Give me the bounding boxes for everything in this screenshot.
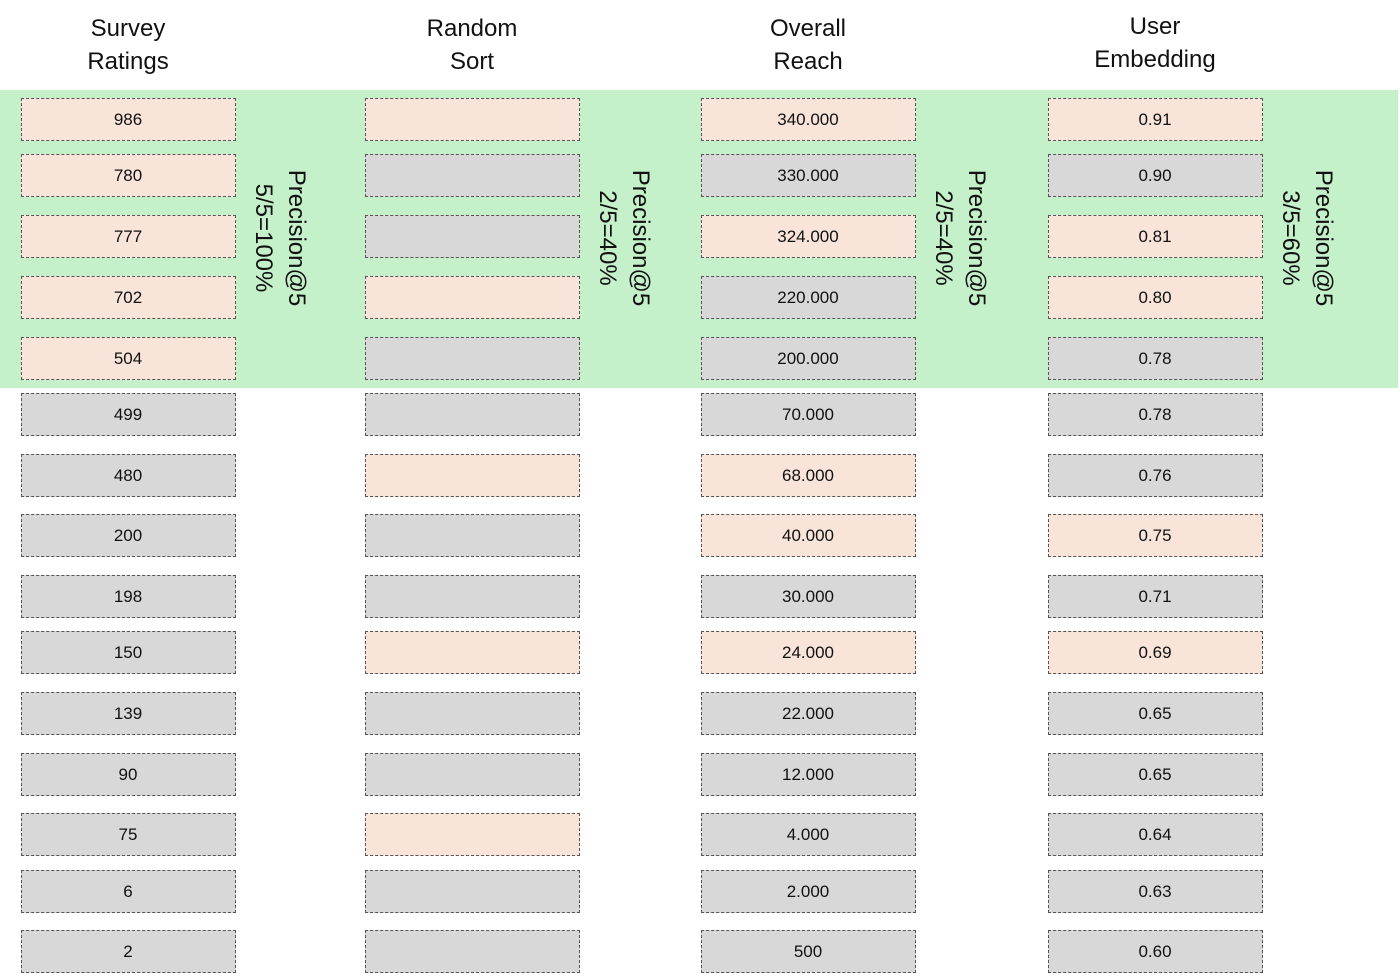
random-sort-rank-cell bbox=[364, 813, 580, 856]
overall-reach-title-line-1: Overall bbox=[769, 15, 847, 42]
random-sort-rank-cell bbox=[364, 631, 580, 674]
survey-ratings-rank-cell: 6 bbox=[20, 870, 236, 913]
user-embedding-rank-cell: 0.65 bbox=[1047, 692, 1263, 735]
user-embedding-rank-cell: 0.90 bbox=[1047, 154, 1263, 197]
survey-ratings-rank-cell: 780 bbox=[20, 154, 236, 197]
user-embedding-rank-cell: 0.64 bbox=[1047, 813, 1263, 856]
overall-reach-rank-cell: 340.000 bbox=[700, 98, 916, 141]
random-sort-column-title: Random Sort bbox=[312, 12, 632, 78]
survey-ratings-rank-cell: 499 bbox=[20, 393, 236, 436]
user-embedding-rank-cell: 0.78 bbox=[1047, 393, 1263, 436]
user-embedding-title-line-2: Embedding bbox=[1094, 46, 1216, 73]
random-sort-precision-label: Precision@5 2/5=40% bbox=[588, 118, 660, 358]
overall-reach-rank-cell: 30.000 bbox=[700, 575, 916, 618]
survey-ratings-column-title: Survey Ratings bbox=[0, 12, 288, 78]
overall-reach-rank-cell: 12.000 bbox=[700, 753, 916, 796]
user-embedding-column-title: User Embedding bbox=[995, 10, 1315, 76]
user-embedding-precision-value: 3/5=60% bbox=[1277, 190, 1304, 286]
random-sort-rank-cell bbox=[364, 393, 580, 436]
overall-reach-column-title: Overall Reach bbox=[648, 12, 968, 78]
survey-ratings-rank-cell: 2 bbox=[20, 930, 236, 973]
overall-reach-rank-cell: 200.000 bbox=[700, 337, 916, 380]
survey-ratings-precision-value: 5/5=100% bbox=[250, 183, 277, 293]
overall-reach-rank-cell: 40.000 bbox=[700, 514, 916, 557]
overall-reach-precision-label: Precision@5 2/5=40% bbox=[924, 118, 996, 358]
survey-ratings-rank-cell: 702 bbox=[20, 276, 236, 319]
user-embedding-rank-cell: 0.60 bbox=[1047, 930, 1263, 973]
survey-ratings-rank-cell: 90 bbox=[20, 753, 236, 796]
survey-ratings-rank-cell: 200 bbox=[20, 514, 236, 557]
user-embedding-rank-cell: 0.69 bbox=[1047, 631, 1263, 674]
survey-ratings-rank-cell: 986 bbox=[20, 98, 236, 141]
random-sort-rank-cell bbox=[364, 514, 580, 557]
user-embedding-rank-cell: 0.78 bbox=[1047, 337, 1263, 380]
random-sort-title-line-2: Sort bbox=[449, 48, 494, 75]
random-sort-rank-cell bbox=[364, 692, 580, 735]
survey-ratings-rank-cell: 198 bbox=[20, 575, 236, 618]
overall-reach-rank-cell: 330.000 bbox=[700, 154, 916, 197]
survey-ratings-precision-label: Precision@5 5/5=100% bbox=[244, 118, 316, 358]
random-sort-precision-value: 2/5=40% bbox=[594, 190, 621, 286]
user-embedding-rank-cell: 0.65 bbox=[1047, 753, 1263, 796]
survey-ratings-rank-cell: 139 bbox=[20, 692, 236, 735]
overall-reach-title-line-2: Reach bbox=[773, 48, 843, 75]
random-sort-rank-cell bbox=[364, 337, 580, 380]
random-sort-title-line-1: Random bbox=[426, 15, 518, 42]
random-sort-rank-cell bbox=[364, 154, 580, 197]
overall-reach-rank-cell: 4.000 bbox=[700, 813, 916, 856]
overall-reach-rank-cell: 24.000 bbox=[700, 631, 916, 674]
user-embedding-rank-cell: 0.76 bbox=[1047, 454, 1263, 497]
overall-reach-rank-cell: 500 bbox=[700, 930, 916, 973]
user-embedding-precision-metric: Precision@5 bbox=[1310, 169, 1337, 307]
random-sort-rank-cell bbox=[364, 930, 580, 973]
survey-ratings-rank-cell: 480 bbox=[20, 454, 236, 497]
user-embedding-title-line-1: User bbox=[1129, 13, 1181, 40]
overall-reach-rank-cell: 220.000 bbox=[700, 276, 916, 319]
random-sort-rank-cell bbox=[364, 753, 580, 796]
overall-reach-rank-cell: 70.000 bbox=[700, 393, 916, 436]
user-embedding-rank-cell: 0.91 bbox=[1047, 98, 1263, 141]
survey-ratings-title-line-1: Survey bbox=[90, 15, 166, 42]
random-sort-rank-cell bbox=[364, 276, 580, 319]
overall-reach-precision-value: 2/5=40% bbox=[930, 190, 957, 286]
user-embedding-rank-cell: 0.75 bbox=[1047, 514, 1263, 557]
survey-ratings-rank-cell: 504 bbox=[20, 337, 236, 380]
overall-reach-precision-metric: Precision@5 bbox=[963, 169, 990, 307]
random-sort-precision-metric: Precision@5 bbox=[627, 169, 654, 307]
user-embedding-rank-cell: 0.81 bbox=[1047, 215, 1263, 258]
random-sort-rank-cell bbox=[364, 98, 580, 141]
overall-reach-rank-cell: 68.000 bbox=[700, 454, 916, 497]
user-embedding-rank-cell: 0.71 bbox=[1047, 575, 1263, 618]
random-sort-rank-cell bbox=[364, 454, 580, 497]
random-sort-rank-cell bbox=[364, 870, 580, 913]
random-sort-rank-cell bbox=[364, 215, 580, 258]
survey-ratings-rank-cell: 75 bbox=[20, 813, 236, 856]
survey-ratings-rank-cell: 777 bbox=[20, 215, 236, 258]
overall-reach-rank-cell: 2.000 bbox=[700, 870, 916, 913]
survey-ratings-rank-cell: 150 bbox=[20, 631, 236, 674]
random-sort-rank-cell bbox=[364, 575, 580, 618]
survey-ratings-title-line-2: Ratings bbox=[87, 48, 169, 75]
user-embedding-precision-label: Precision@5 3/5=60% bbox=[1271, 118, 1343, 358]
overall-reach-rank-cell: 22.000 bbox=[700, 692, 916, 735]
user-embedding-rank-cell: 0.63 bbox=[1047, 870, 1263, 913]
user-embedding-rank-cell: 0.80 bbox=[1047, 276, 1263, 319]
overall-reach-rank-cell: 324.000 bbox=[700, 215, 916, 258]
survey-ratings-precision-metric: Precision@5 bbox=[283, 169, 310, 307]
